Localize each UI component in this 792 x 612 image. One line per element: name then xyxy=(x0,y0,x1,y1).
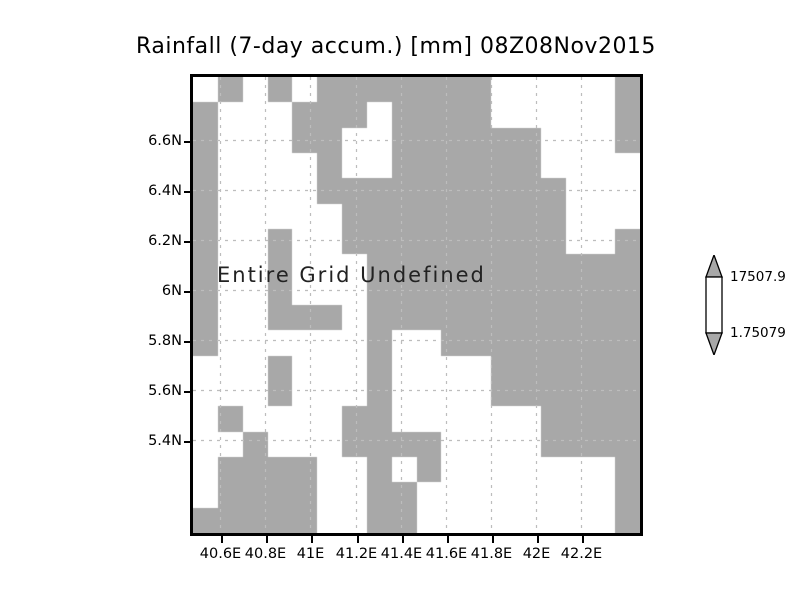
x-axis-tick-mark xyxy=(491,536,494,543)
x-axis-labels: 40.6E 40.8E 41E 41.2E 41.4E 41.6E 41.8E 42E 42.2… xyxy=(0,546,792,568)
colorbar-max-label: 17507.9 xyxy=(730,269,786,285)
colorbar-bottom-arrow xyxy=(705,332,723,355)
x-axis-tick-label: 42.2E xyxy=(560,546,603,562)
entire-grid-undefined-message: Entire Grid Undefined xyxy=(217,263,486,287)
x-axis-tick-label: 42E xyxy=(522,546,551,562)
x-axis-tick-label: 40.6E xyxy=(199,546,242,562)
y-axis-labels: 6.6N 6.4N 6.2N 6N 5.8N 5.6N 5.4N xyxy=(128,74,182,536)
x-axis-tick-mark xyxy=(581,536,584,543)
y-axis-tick-label: 5.8N xyxy=(148,332,182,349)
x-axis-tick-mark xyxy=(401,536,404,543)
x-axis-tick-label: 41.4E xyxy=(380,546,423,562)
y-axis-tick-label: 6.6N xyxy=(148,132,182,149)
x-axis-tick-mark xyxy=(310,536,313,543)
y-axis-tick-mark xyxy=(184,190,191,193)
y-axis-tick-mark xyxy=(184,440,191,443)
x-axis-tick-mark xyxy=(356,536,359,543)
y-axis-tick-mark xyxy=(184,140,191,143)
y-axis-tick-mark xyxy=(184,340,191,343)
y-axis-tick-label: 6.4N xyxy=(148,182,182,199)
x-axis-tick-mark xyxy=(536,536,539,543)
plot-area[interactable]: Entire Grid Undefined xyxy=(190,74,643,536)
colorbar[interactable] xyxy=(703,255,725,355)
rainfall-heatmap-canvas[interactable] xyxy=(193,77,640,533)
y-axis-tick-label: 5.4N xyxy=(148,432,182,449)
y-axis-tick-mark xyxy=(184,290,191,293)
y-axis-tick-mark xyxy=(184,390,191,393)
x-axis-tick-label: 41.6E xyxy=(425,546,468,562)
page-title: Rainfall (7-day accum.) [mm] 08Z08Nov201… xyxy=(136,34,656,59)
x-axis-tick-mark xyxy=(265,536,268,543)
x-axis-tick-mark xyxy=(220,536,223,543)
x-axis-tick-label: 41.2E xyxy=(335,546,378,562)
colorbar-min-label: 1.75079 xyxy=(730,325,786,341)
y-axis-tick-label: 5.6N xyxy=(148,382,182,399)
colorbar-middle-box xyxy=(705,276,723,334)
x-axis-tick-label: 40.8E xyxy=(244,546,287,562)
y-axis-tick-label: 6N xyxy=(161,282,182,299)
y-axis-tick-mark xyxy=(184,240,191,243)
y-axis-tick-label: 6.2N xyxy=(148,232,182,249)
x-axis-tick-label: 41.8E xyxy=(470,546,513,562)
colorbar-top-arrow xyxy=(705,255,723,278)
colorbar-shape xyxy=(705,255,723,355)
x-axis-tick-label: 41E xyxy=(296,546,325,562)
x-axis-tick-mark xyxy=(446,536,449,543)
